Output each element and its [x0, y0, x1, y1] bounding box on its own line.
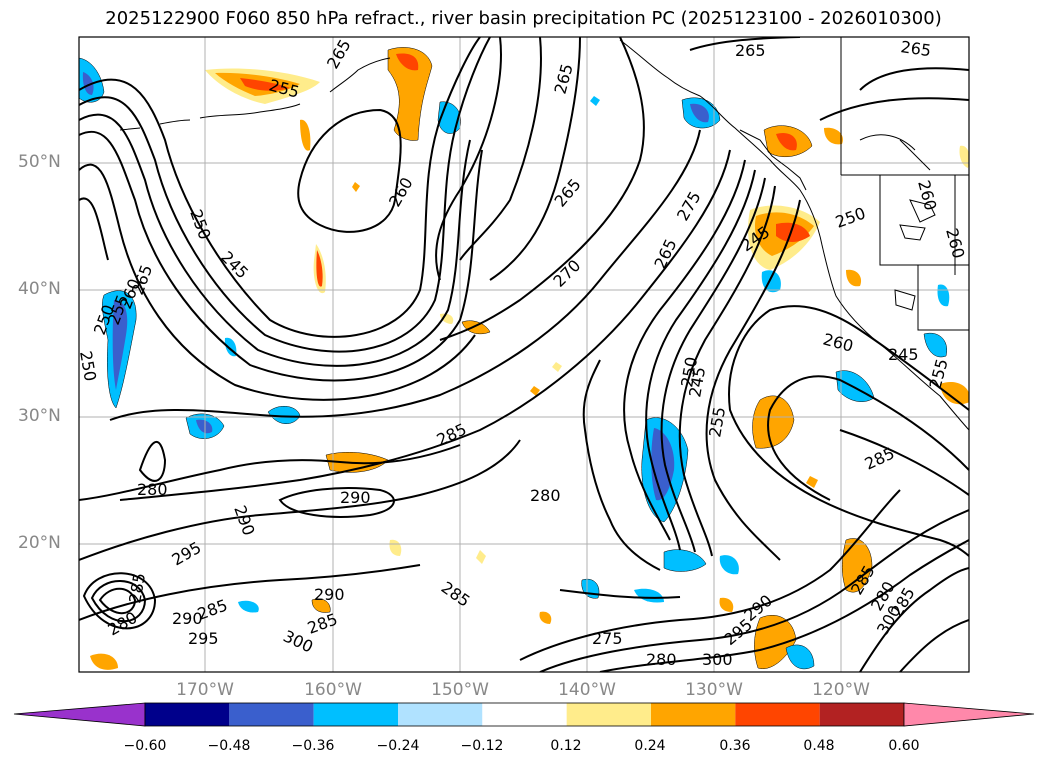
contour-label: 285 [305, 609, 340, 637]
colorbar-tick-label: −0.24 [376, 738, 420, 754]
colorbar-bins [144, 702, 905, 727]
contour-label: 250 [76, 349, 100, 382]
colorbar-tick-label: 0.48 [803, 738, 835, 754]
contour-label: 285 [862, 443, 898, 473]
contour-label: 280 [105, 608, 141, 640]
contour-label: 265 [323, 36, 355, 72]
contour-label: 285 [195, 595, 230, 623]
latitude-label: 40°N [18, 279, 61, 299]
contour-label: 290 [314, 585, 345, 604]
latitude-label: 20°N [18, 533, 61, 553]
contour-label: 250 [186, 207, 214, 242]
coastlines [119, 37, 969, 431]
contour-label: 280 [646, 650, 677, 669]
map-title: 2025122900 F060 850 hPa refract., river … [105, 8, 942, 29]
colorbar-tick-label: 0.36 [719, 738, 751, 754]
refractivity-contours [79, 37, 969, 672]
contour-label: 295 [188, 629, 219, 648]
contour-label: 295 [169, 538, 205, 570]
contour-label: 290 [340, 488, 371, 507]
longitude-label: 150°W [431, 680, 489, 700]
colorbar-bin [313, 703, 398, 726]
contour-label: 300 [702, 650, 733, 669]
contour-label: 260 [942, 226, 968, 260]
contour-label: 285 [434, 419, 470, 449]
colorbar-bin [566, 703, 651, 726]
colorbar-bin [651, 703, 736, 726]
colorbar-extend-low [13, 702, 146, 727]
colorbar-tick-label: 0.12 [550, 738, 582, 754]
contour-label: 285 [438, 578, 474, 611]
colorbar-bin [229, 703, 314, 726]
colorbar-extend-high [903, 702, 1035, 727]
colorbar-bin [819, 703, 904, 726]
colorbar-bin [398, 703, 483, 726]
map-frame [78, 36, 970, 673]
precipitation-shading [79, 47, 969, 670]
longitude-label: 170°W [176, 680, 234, 700]
colorbar-tick-label: −0.12 [460, 738, 504, 754]
colorbar-tick-label: −0.60 [123, 738, 167, 754]
contour-label: 275 [592, 629, 623, 648]
contour-label: 250 [833, 203, 868, 231]
contour-label: 245 [217, 247, 252, 282]
contour-label: 260 [821, 330, 855, 356]
contour-label: 265 [735, 41, 766, 60]
colorbar-tick-label: 0.60 [888, 738, 920, 754]
contour-label: 265 [551, 62, 577, 96]
contour-label: 270 [549, 256, 584, 291]
contour-label: 280 [530, 486, 561, 505]
contour-label: 265 [899, 37, 932, 60]
longitude-label: 140°W [558, 680, 616, 700]
longitude-label: 130°W [685, 680, 743, 700]
colorbar-bin [735, 703, 820, 726]
colorbar-tick-label: −0.36 [291, 738, 335, 754]
latitude-label: 50°N [18, 152, 61, 172]
contour-label: 260 [914, 178, 940, 212]
contour-label: 290 [230, 503, 258, 538]
colorbar [13, 702, 1035, 727]
contour-label: 280 [137, 480, 168, 499]
colorbar-tick-label: 0.24 [634, 738, 666, 754]
contour-label: 245 [888, 345, 919, 364]
contour-label: 290 [172, 609, 203, 628]
contour-label: 260 [385, 174, 417, 210]
colorbar-bin [145, 703, 230, 726]
contour-label: 255 [705, 405, 729, 438]
colorbar-tick-label: −0.48 [207, 738, 251, 754]
colorbar-bin [482, 703, 567, 726]
contour-label: 265 [551, 175, 585, 211]
latitude-label: 30°N [18, 406, 61, 426]
longitude-label: 160°W [304, 680, 362, 700]
longitude-label: 120°W [812, 680, 870, 700]
